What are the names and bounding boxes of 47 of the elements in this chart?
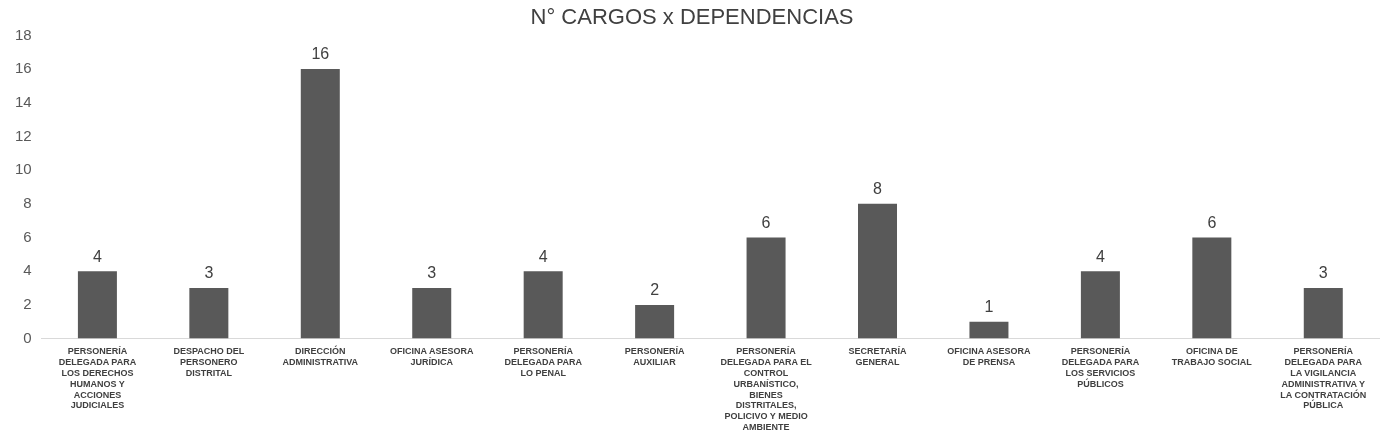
- x-tick-label: OFICINA DE TRABAJO SOCIAL: [1171, 346, 1253, 368]
- y-tick-label: 12: [15, 126, 32, 144]
- chart-title: N° CARGOS x DEPENDENCIAS: [530, 4, 854, 30]
- data-label: 3: [1318, 264, 1328, 282]
- x-tick-label: PERSONERÍA AUXILIAR: [624, 346, 685, 368]
- y-tick-label: 10: [15, 160, 32, 178]
- data-label: 4: [538, 247, 548, 265]
- x-tick-label: PERSONERÍA DELEGADA PARA LO PENAL: [504, 346, 583, 379]
- data-label: 1: [984, 298, 994, 316]
- x-tick-label: PERSONERÍA DELEGADA PARA LOS SERVICIOS PÚBLICOS: [1061, 346, 1140, 389]
- bar: [412, 288, 452, 339]
- x-tick-label: PERSONERÍA DELEGADA PARA LA VIGILANCIA ADMINISTRATIVA Y LA CONTRATACIÓN PÚBLICA: [1280, 346, 1367, 411]
- y-tick-label: 16: [15, 59, 32, 77]
- bar: [189, 288, 229, 339]
- data-label: 4: [92, 247, 102, 265]
- bar: [746, 237, 786, 339]
- x-tick-label: OFICINA ASESORA JURÍDICA: [390, 346, 474, 368]
- bar: [300, 69, 340, 339]
- bar: [858, 203, 898, 339]
- y-tick-label: 4: [23, 261, 32, 279]
- x-tick-label: DIRECCIÓN ADMINISTRATIVA: [282, 345, 359, 368]
- y-tick-label: 8: [23, 193, 32, 211]
- data-label: 2: [650, 281, 660, 299]
- bar: [1192, 237, 1232, 339]
- y-tick-label: 18: [15, 25, 32, 43]
- data-label: 4: [1095, 247, 1105, 265]
- bar: [523, 271, 563, 339]
- bar: [1080, 271, 1120, 339]
- y-tick-label: 6: [23, 227, 32, 245]
- x-tick-label: PERSONERÍA DELEGADA PARA EL CONTROL URBANÍSTICO, BIENES DISTRITALES, POLICIVO Y MEDIO AMBIENTE: [720, 346, 813, 433]
- bar: [969, 321, 1009, 339]
- data-label: 3: [204, 264, 214, 282]
- data-label: 6: [761, 213, 771, 231]
- data-label: 16: [311, 45, 330, 63]
- bar: [1303, 288, 1343, 339]
- data-label: 6: [1207, 213, 1217, 231]
- x-tick-label: SECRETARÍA GENERAL: [848, 346, 907, 368]
- y-tick-label: 0: [23, 328, 32, 346]
- y-tick-label: 14: [15, 92, 32, 110]
- x-tick-label: PERSONERÍA DELEGADA PARA LOS DERECHOS HUMANOS Y ACCIONES JUDICIALES: [58, 346, 137, 411]
- x-tick-label: OFICINA ASESORA DE PRENSA: [947, 346, 1032, 368]
- x-tick-label: DESPACHO DEL PERSONERO DISTRITAL: [173, 346, 245, 379]
- data-label: 8: [873, 180, 883, 198]
- bar: [77, 271, 117, 339]
- data-label: 3: [427, 264, 437, 282]
- bar: [635, 304, 675, 339]
- y-tick-label: 2: [23, 295, 32, 313]
